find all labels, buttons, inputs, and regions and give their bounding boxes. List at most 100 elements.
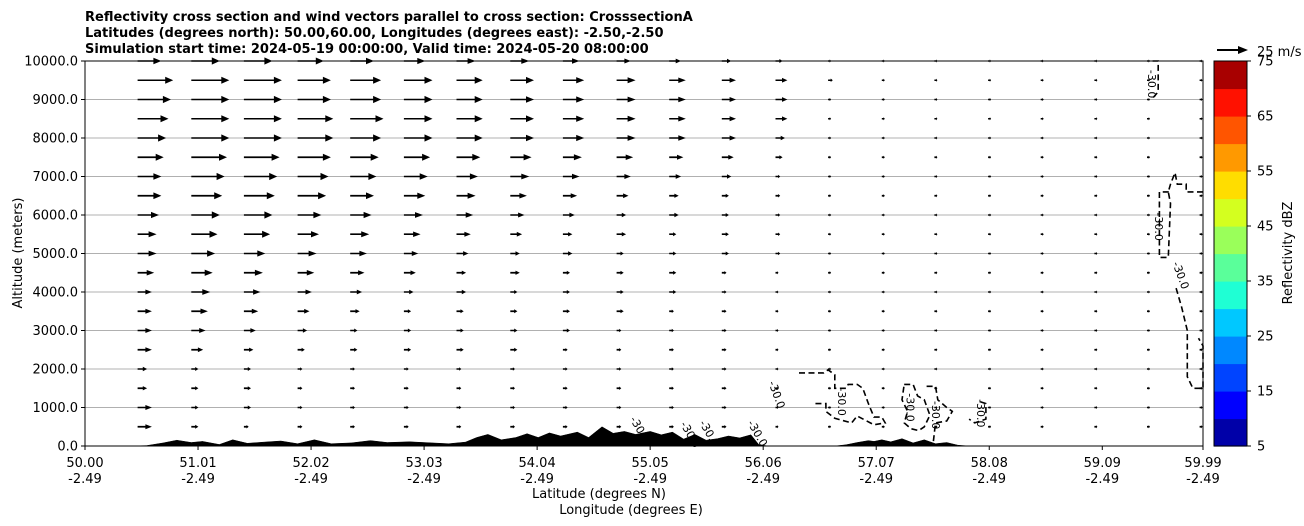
colorbar-segment [1214,143,1247,172]
wind-vectors [137,57,1203,430]
wind-vector [1040,97,1044,102]
wind-vector [403,309,412,314]
wind-vector [403,347,412,352]
wind-vector [243,230,271,238]
wind-vector [510,76,534,84]
wind-vector [616,212,627,218]
wind-vector [1147,405,1150,410]
colorbar: 5 15 25 35 45 55 65 75 Reflectivity dBZ [1213,55,1296,455]
y-tick-label: 4000.0 [33,286,79,301]
wind-vector [562,232,573,237]
wind-vector [1094,348,1098,352]
wind-vector [297,250,317,257]
wind-vector [297,192,327,200]
wind-vector [1147,386,1150,390]
colorbar-segment [1214,198,1247,227]
wind-vector [881,155,885,159]
wind-vector [456,212,474,218]
wind-vector [775,97,788,102]
wind-vector [297,308,310,314]
wind-vector [1147,117,1150,121]
wind-vector [1094,251,1098,256]
wind-vector [297,347,305,352]
wind-vector [403,231,421,237]
wind-vector [881,405,885,410]
wind-vector [1147,290,1150,294]
wind-vector [616,251,624,256]
wind-vector [881,348,885,352]
wind-vector [1147,367,1150,371]
wind-vector [934,174,938,179]
colorbar-segment [1214,116,1247,145]
wind-vector [243,153,280,161]
x-tick-label-latitude: 54.04 [519,456,556,471]
wind-vector [1094,425,1098,429]
colorbar-segment [1214,171,1247,200]
colorbar-label: Reflectivity dBZ [1281,202,1296,305]
wind-vector [137,270,155,276]
wind-vector [988,348,992,352]
wind-vector [828,97,832,102]
wind-vector [721,290,727,294]
wind-vector [562,173,580,180]
wind-vector [297,425,303,429]
wind-vector [934,367,938,371]
wind-vector [403,251,419,256]
wind-vector [456,367,462,371]
title-line-3: Simulation start time: 2024-05-19 00:00:… [85,42,649,57]
wind-vector [243,269,263,276]
wind-vector [562,348,568,352]
wind-vector [1094,117,1098,121]
y-tick-label: 3000.0 [33,324,79,339]
wind-vector [350,134,382,142]
wind-vector [243,192,275,200]
wind-vector [297,328,308,333]
wind-vector [243,405,251,410]
wind-vector [828,386,832,390]
wind-vector [1040,348,1044,352]
wind-vector [721,97,736,102]
wind-vector [191,230,218,238]
wind-vector [137,76,174,84]
x-tick-label-latitude: 50.00 [66,456,103,471]
wind-vector [297,405,303,410]
wind-vector [137,308,152,314]
plot-area: -30.0 -30.0 -30.0 -30.0 -30.0-30.0-30.0-30.0… [84,57,1204,450]
wind-vector [669,154,684,160]
wind-vector [828,194,832,198]
wind-vector [934,405,938,410]
wind-vector [297,211,322,219]
wind-vector [297,115,334,123]
wind-vector [1040,194,1044,198]
wind-vector [988,290,992,294]
wind-vector [669,386,674,390]
wind-vector [616,270,624,275]
wind-vector [1199,309,1203,313]
wind-vector [191,424,199,429]
y-tick-label: 8000.0 [33,132,79,147]
wind-vector [721,367,727,371]
wind-vector [350,425,355,429]
wind-vector [510,425,515,429]
wind-vector [1147,213,1150,217]
wind-vector [828,309,832,313]
x-tick-label-longitude: -2.49 [407,472,441,487]
wind-vector [510,96,534,103]
colorbar-segment [1214,226,1247,255]
wind-vector [1094,174,1098,179]
wind-vector [828,174,832,179]
wind-vector [137,250,157,257]
wind-vector [775,271,779,275]
wind-vector [403,367,409,371]
wind-vector [562,134,585,142]
wind-vector [1147,348,1150,352]
y-axis: 0.0 1000.0 2000.0 3000.0 4000.0 5000.0 6000.0 7… [24,55,85,455]
wind-vector [562,154,582,161]
wind-vector [562,270,570,275]
wind-vector [1040,155,1044,159]
wind-vector [350,367,355,371]
wind-vector [721,328,727,333]
wind-vector [243,328,256,333]
wind-vector [881,328,885,333]
